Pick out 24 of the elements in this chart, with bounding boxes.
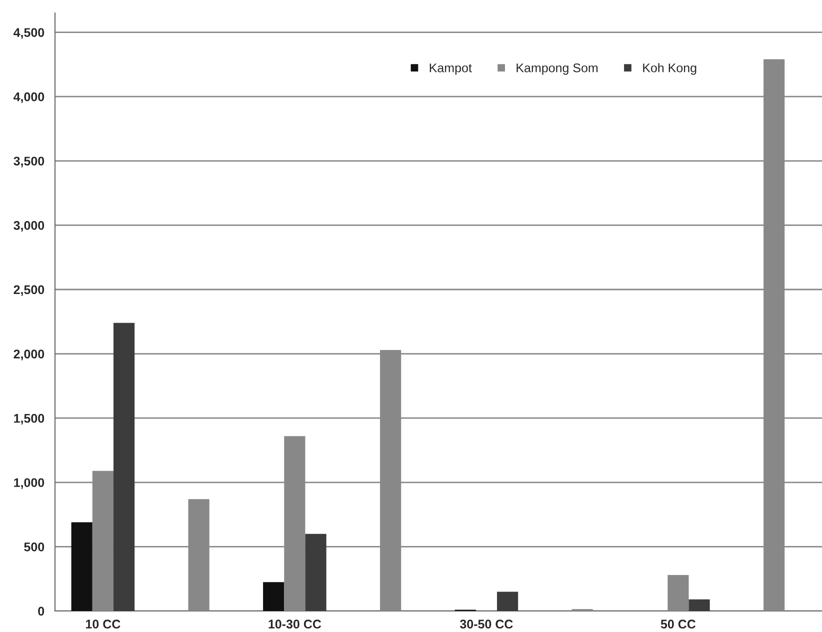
bar	[305, 534, 326, 611]
x-tick-label: 50 CC	[660, 620, 696, 629]
y-tick-label: 3,000	[14, 220, 44, 232]
y-tick-label: 1,000	[14, 478, 44, 489]
y-tick-label: 2,500	[14, 285, 44, 296]
bar	[113, 322, 135, 611]
bar	[688, 599, 710, 611]
y-tick-label: 3,500	[14, 156, 44, 168]
y-tick-label: 0	[38, 606, 44, 616]
x-tick-label: 30-50 CC	[460, 620, 513, 629]
legend-label: Koh Kong	[643, 63, 696, 75]
y-tick-label: 1,500	[14, 414, 44, 425]
bar	[496, 592, 518, 611]
y-tick-label: 4,500	[13, 28, 44, 39]
legend-label: Kampot	[430, 64, 472, 75]
y-tick-label: 500	[24, 542, 44, 552]
legend-label: Kampong Som	[516, 63, 598, 75]
bar	[668, 574, 689, 611]
bar	[263, 582, 284, 611]
y-tick-label: 4,000	[13, 92, 44, 104]
y-tick-label: 2,000	[14, 350, 44, 360]
x-tick-label: 10-30 CC	[268, 620, 322, 629]
x-tick-label: 10 CC	[86, 620, 120, 629]
bar	[71, 522, 92, 611]
